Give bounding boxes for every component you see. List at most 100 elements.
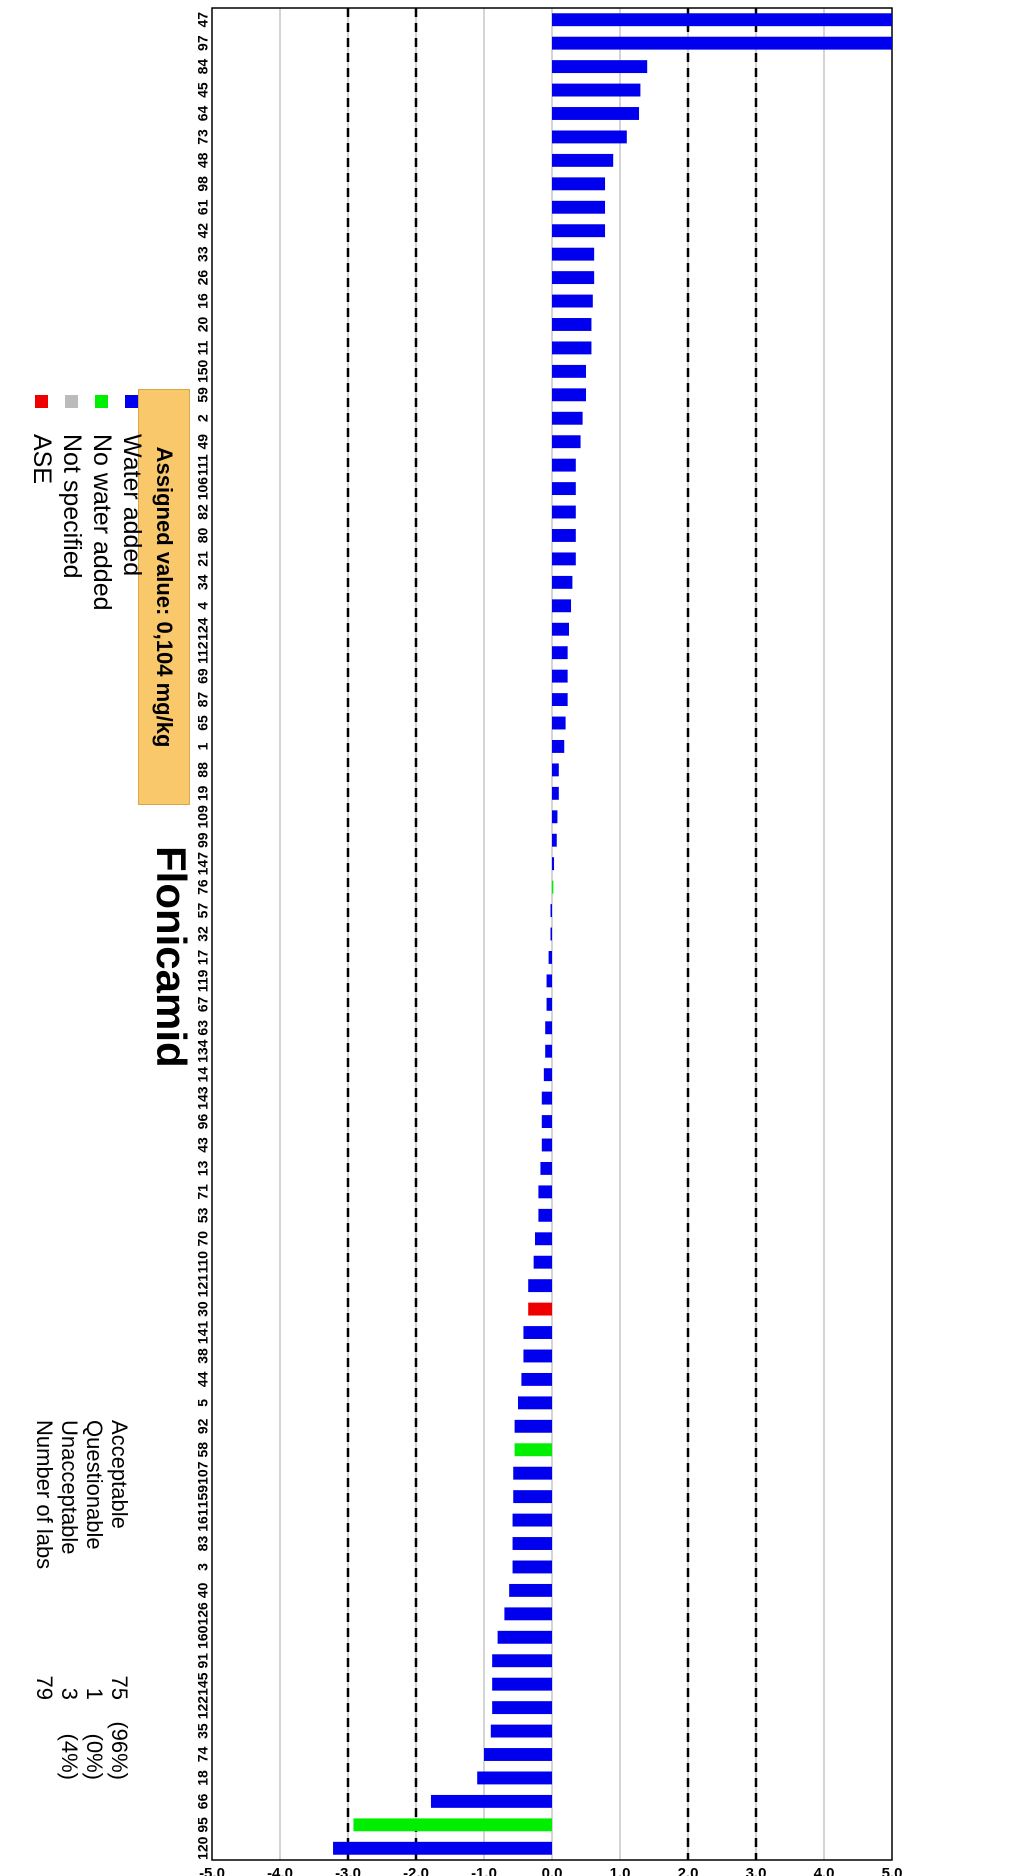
- bar-lab-32: [550, 927, 552, 941]
- bar-lab-97: [552, 36, 892, 50]
- category-tick-label: 111: [195, 454, 211, 476]
- bar-lab-70: [535, 1232, 552, 1246]
- bar-lab-18: [477, 1771, 552, 1785]
- legend-label-not-specified: Not specified: [58, 434, 87, 579]
- bar-lab-17: [548, 950, 552, 964]
- bar-lab-14: [543, 1068, 552, 1082]
- category-tick-label: 145: [195, 1672, 211, 1696]
- bar-lab-98: [552, 177, 606, 191]
- y-tick-label: 4,0: [814, 1865, 835, 1876]
- bar-lab-1: [551, 740, 565, 753]
- stats-percent: (0%): [82, 1733, 108, 1780]
- category-tick-label: 71: [195, 1184, 211, 1200]
- bar-lab-59: [552, 388, 586, 402]
- bar-lab-63: [545, 1021, 552, 1035]
- category-tick-label: 161: [195, 1508, 211, 1532]
- category-tick-label: 159: [195, 1485, 211, 1509]
- y-tick-label: -5,0: [199, 1865, 225, 1876]
- bar-lab-57: [550, 904, 552, 918]
- bar-lab-11: [552, 341, 592, 355]
- category-tick-label: 147: [195, 852, 211, 876]
- bar-lab-95: [353, 1818, 552, 1832]
- bar-lab-64: [552, 107, 640, 120]
- legend-swatch-ase: [35, 395, 49, 408]
- bar-lab-69: [552, 669, 568, 683]
- legend-item-ase: ASE: [27, 395, 57, 695]
- legend-item-not-specified: Not specified: [57, 395, 87, 695]
- plot-border: [211, 7, 893, 1861]
- y-tick-label: 3,0: [746, 1865, 767, 1876]
- category-tick-label: 43: [195, 1137, 211, 1153]
- stats-summary: Acceptable 75 (96%) Questionable 1 (0%) …: [32, 1420, 133, 1860]
- chart-title: Flonicamid: [148, 846, 195, 1068]
- bar-lab-87: [552, 693, 568, 707]
- bar-lab-147: [552, 857, 555, 871]
- bar-lab-44: [521, 1372, 552, 1386]
- category-tick-label: 109: [195, 805, 211, 829]
- y-tick-label: -1,0: [471, 1865, 497, 1876]
- category-tick-label: 58: [195, 1442, 211, 1458]
- bar-lab-126: [504, 1607, 552, 1621]
- bar-lab-150: [552, 364, 586, 378]
- category-tick-label: 91: [195, 1653, 211, 1669]
- category-tick-label: 19: [195, 785, 211, 801]
- category-tick-label: 32: [195, 926, 211, 942]
- bar-lab-71: [538, 1185, 552, 1199]
- stats-label: Questionable: [82, 1420, 108, 1550]
- category-tick-label: 76: [195, 879, 211, 895]
- y-tick-label: 0,0: [542, 1865, 563, 1876]
- stats-count: 3: [57, 1687, 83, 1700]
- category-tick-label: 160: [195, 1625, 211, 1649]
- stats-label: Acceptable: [107, 1420, 133, 1529]
- category-tick-label: 143: [195, 1086, 211, 1110]
- category-tick-label: 4: [195, 602, 211, 610]
- bar-lab-20: [552, 318, 592, 331]
- category-tick-label: 61: [195, 199, 211, 215]
- category-tick-label: 107: [195, 1461, 211, 1485]
- bar-lab-42: [552, 224, 606, 238]
- bar-lab-48: [552, 153, 614, 167]
- category-tick-label: 18: [195, 1770, 211, 1786]
- bar-lab-96: [541, 1115, 552, 1128]
- y-tick-label: 1,0: [610, 1865, 631, 1876]
- bar-lab-5: [518, 1396, 552, 1410]
- category-tick-label: 2: [195, 414, 211, 422]
- bar-lab-88: [551, 763, 559, 777]
- category-tick-label: 53: [195, 1207, 211, 1223]
- legend-label-no-water-added: No water added: [88, 434, 117, 611]
- category-tick-label: 80: [195, 527, 211, 543]
- category-tick-label: 57: [195, 903, 211, 919]
- bar-lab-33: [552, 247, 595, 261]
- bar-lab-19: [551, 786, 559, 800]
- bar-lab-73: [551, 130, 627, 144]
- bar-lab-2: [552, 411, 583, 425]
- bar-lab-74: [484, 1748, 552, 1761]
- bar-lab-143: [541, 1091, 552, 1105]
- category-tick-label: 17: [195, 949, 211, 965]
- bar-lab-121: [528, 1279, 552, 1293]
- bar-lab-40: [509, 1583, 552, 1597]
- assigned-value-text: Assigned value: 0,104 mg/kg: [152, 446, 177, 748]
- bar-lab-34: [551, 575, 573, 589]
- category-tick-label: 33: [195, 246, 211, 262]
- category-tick-label: 99: [195, 832, 211, 848]
- bar-lab-30: [528, 1302, 552, 1316]
- y-tick-label: 5,0: [882, 1865, 903, 1876]
- bar-lab-26: [552, 271, 595, 285]
- bar-lab-84: [552, 60, 648, 74]
- bar-lab-13: [540, 1161, 552, 1175]
- stats-percent: (96%): [107, 1721, 133, 1780]
- bar-lab-58: [514, 1443, 552, 1457]
- category-tick-label: 124: [195, 617, 211, 641]
- legend-item-no-water-added: No water added: [87, 395, 117, 695]
- category-tick-label: 74: [195, 1747, 211, 1763]
- bar-lab-107: [513, 1466, 552, 1480]
- bar-lab-110: [533, 1255, 552, 1269]
- category-tick-label: 70: [195, 1231, 211, 1247]
- bar-lab-53: [538, 1208, 552, 1222]
- bar-lab-16: [551, 294, 593, 308]
- stats-label: Unacceptable: [57, 1420, 83, 1555]
- category-tick-label: 45: [195, 82, 211, 98]
- category-tick-label: 20: [195, 316, 211, 332]
